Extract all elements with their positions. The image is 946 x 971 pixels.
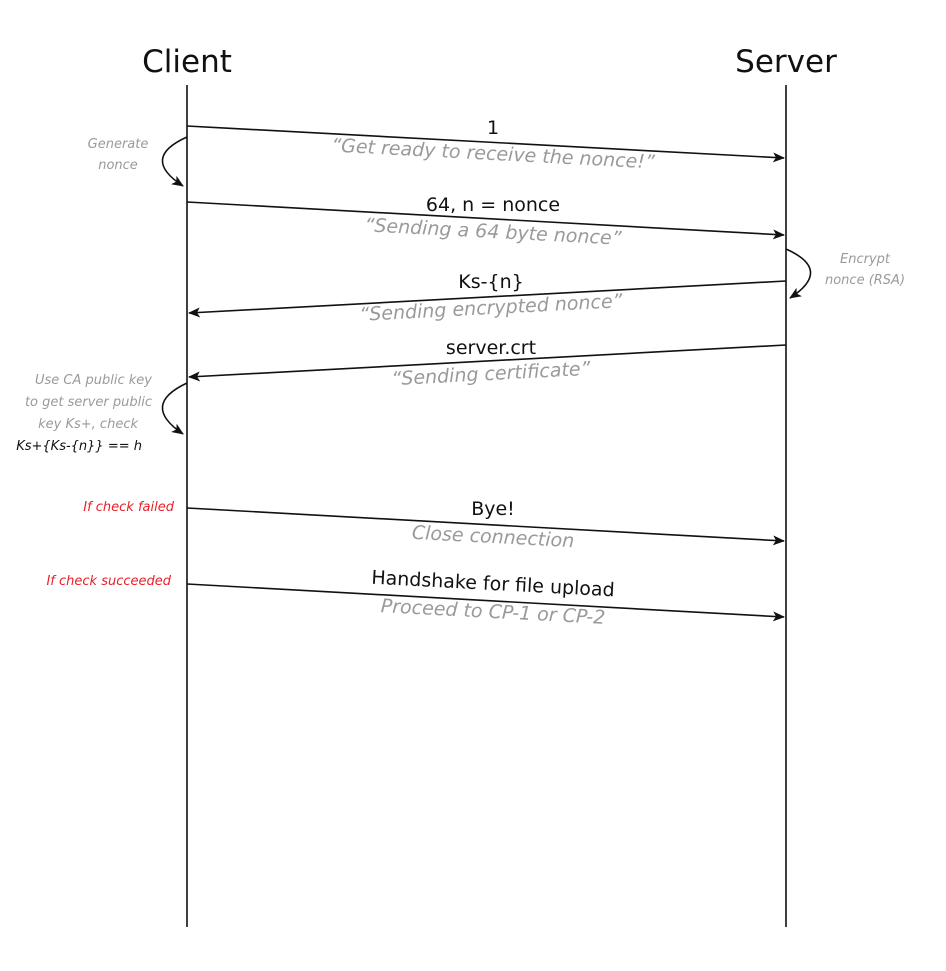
message-1-arrow: [186, 125, 785, 163]
encrypt-nonce-note-line-2: nonce (RSA): [825, 273, 905, 288]
message-4-label: server.crt: [446, 337, 536, 359]
verify-formula: Ks+{Ks-{n}} == h: [16, 439, 142, 454]
encrypt-nonce-loop-arrow: [785, 248, 812, 299]
check-failed-label: If check failed: [83, 500, 175, 515]
message-3-arrow: [188, 280, 787, 318]
message-2-arrow: [186, 201, 785, 240]
message-1-subtitle: “Get ready to receive the nonce!”: [331, 135, 656, 174]
verify-loop-arrow: [161, 382, 188, 435]
client-header: Client: [142, 44, 232, 80]
verify-note-line-2: to get server public: [25, 395, 152, 410]
message-4-arrow: [188, 344, 787, 382]
message-5-subtitle: Close connection: [411, 522, 574, 552]
message-2-label: 64, n = nonce: [426, 194, 560, 216]
encrypt-nonce-note-line-1: Encrypt: [840, 252, 891, 267]
generate-nonce-loop-arrow: [161, 136, 188, 187]
message-3-label: Ks-{n}: [458, 271, 523, 293]
message-5-label: Bye!: [471, 498, 515, 520]
server-header: Server: [735, 44, 837, 80]
generate-nonce-note-line-1: Generate: [88, 137, 149, 152]
verify-note-line-3: key Ks+, check: [38, 417, 138, 432]
message-1-label: 1: [487, 117, 499, 139]
message-3-subtitle: “Sending encrypted nonce”: [359, 290, 623, 326]
generate-nonce-note-line-2: nonce: [98, 158, 138, 173]
message-5-arrow: [186, 507, 785, 546]
message-6-subtitle: Proceed to CP-1 or CP-2: [380, 595, 606, 629]
check-succeeded-label: If check succeeded: [46, 574, 171, 589]
message-6-arrow: [186, 583, 785, 622]
verify-note-line-1: Use CA public key: [35, 373, 152, 388]
message-4-subtitle: “Sending certificate”: [391, 358, 591, 390]
